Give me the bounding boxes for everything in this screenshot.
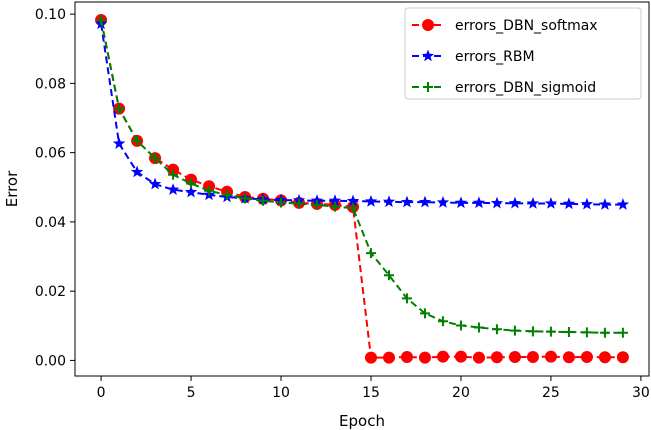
- y-tick-label: 0.00: [35, 353, 66, 369]
- axes-layer: [74, 1, 650, 377]
- y-tick-label: 0.08: [35, 76, 66, 92]
- series-errors-dbn-sigmoid-point-29: [617, 327, 628, 338]
- legend-errors-dbn-sigmoid-label: errors_DBN_sigmoid: [455, 80, 596, 96]
- y-axis-label: Error: [3, 170, 21, 207]
- series-errors-rbm-point-28: [598, 198, 612, 210]
- legend-errors-rbm-point-marker: [421, 49, 435, 62]
- series-errors-dbn-sigmoid-point-26: [563, 327, 574, 338]
- series-errors-dbn-sigmoid-point-16: [383, 270, 394, 281]
- x-tick-label: 30: [632, 385, 650, 401]
- series-errors-rbm-point-19: [436, 196, 450, 208]
- series-errors-dbn-sigmoid-point-2: [132, 135, 143, 146]
- series-errors-dbn-sigmoid-point-14: [348, 203, 359, 214]
- series-errors-dbn-softmax-point-27: [580, 350, 593, 363]
- series-errors-rbm-point-21: [472, 196, 486, 209]
- ticks-layer: 0 5 10 15 20 25 30 0.00 0.02 0.04 0.06 0.08 0.10: [35, 7, 650, 401]
- series-errors-dbn-sigmoid-point-12: [312, 199, 323, 210]
- series-errors-dbn-softmax-point-28: [598, 351, 611, 364]
- series-errors-dbn-sigmoid-line: [100, 19, 623, 334]
- series-errors-dbn-sigmoid-point-4: [168, 169, 179, 180]
- series-errors-dbn-sigmoid-point-9: [258, 195, 269, 206]
- legend-errors-dbn-softmax-label: errors_DBN_softmax: [455, 18, 598, 34]
- legend-box: [404, 7, 642, 100]
- series-errors-dbn-sigmoid-point-22: [491, 324, 502, 335]
- series-errors-dbn-sigmoid-point-21: [473, 322, 484, 333]
- series-errors-dbn-sigmoid-point-10: [276, 197, 287, 208]
- series-errors-dbn-sigmoid-point-27: [581, 327, 592, 338]
- legend-errors-rbm-label: errors_RBM: [455, 49, 535, 65]
- series-errors-dbn-softmax-point-17: [400, 350, 413, 363]
- legend: errors_DBN_softmax errors_RBM errors_DBN_s…: [404, 7, 642, 100]
- series-errors-rbm-point-25: [544, 197, 558, 209]
- x-axis-label: Epoch: [339, 412, 385, 430]
- series-errors-dbn-sigmoid-point-5: [186, 178, 197, 189]
- series-errors-dbn-sigmoid-point-13: [330, 201, 341, 212]
- series-errors-rbm-point-14: [346, 194, 360, 207]
- series-errors-rbm-point-22: [490, 196, 504, 209]
- series-errors-dbn-softmax-point-4: [167, 163, 180, 176]
- series-errors-dbn-sigmoid-point-20: [455, 320, 466, 331]
- series-errors-rbm-point-15: [364, 194, 378, 207]
- series-errors-dbn-sigmoid-point-15: [365, 248, 376, 259]
- series-errors-rbm-point-5: [184, 185, 198, 198]
- series-errors-dbn-softmax-point-22: [490, 351, 503, 364]
- y-tick-label: 0.10: [35, 7, 66, 23]
- series-errors-dbn-softmax-point-29: [616, 351, 629, 364]
- series-errors-dbn-softmax-point-18: [418, 351, 431, 364]
- series-errors-rbm-point-13: [328, 194, 342, 207]
- series-errors-dbn-sigmoid-point-8: [240, 193, 251, 204]
- series-errors-dbn-softmax-point-15: [364, 351, 377, 364]
- x-tick-label: 10: [272, 385, 290, 401]
- y-tick-label: 0.02: [35, 284, 66, 300]
- series-errors-dbn-sigmoid-point-17: [401, 293, 412, 304]
- x-tick-label: 25: [542, 385, 560, 401]
- series-errors-dbn-sigmoid-point-25: [545, 326, 556, 337]
- series-errors-rbm-point-2: [130, 165, 144, 178]
- series-errors-dbn-sigmoid-point-6: [204, 185, 215, 196]
- series-errors-dbn-softmax-point-23: [508, 350, 521, 363]
- x-tick-label: 5: [187, 385, 196, 401]
- series-errors-rbm-point-29: [616, 198, 630, 210]
- x-tick-label: 0: [97, 385, 106, 401]
- series-errors-dbn-softmax-point-26: [562, 351, 575, 364]
- series-errors-rbm-point-27: [580, 197, 594, 210]
- series-layer: [94, 14, 630, 364]
- series-errors-dbn-softmax-point-16: [382, 351, 395, 364]
- series-errors-dbn-sigmoid: [96, 15, 628, 338]
- series-errors-rbm-point-24: [526, 197, 540, 209]
- series-errors-dbn-softmax-point-19: [436, 350, 449, 363]
- y-tick-label: 0.04: [35, 215, 66, 231]
- series-errors-dbn-softmax-point-20: [454, 350, 467, 363]
- series-errors-dbn-softmax-point-24: [526, 350, 539, 363]
- y-tick-label: 0.06: [35, 146, 66, 162]
- series-errors-dbn-sigmoid-point-1: [114, 103, 125, 114]
- series-errors-rbm-point-20: [454, 196, 468, 209]
- series-errors-rbm-point-23: [508, 196, 522, 209]
- series-errors-rbm-point-4: [166, 183, 180, 195]
- series-errors-dbn-sigmoid-point-24: [527, 326, 538, 337]
- series-errors-rbm-point-17: [400, 195, 414, 208]
- series-errors-dbn-sigmoid-point-3: [150, 153, 161, 164]
- series-errors-dbn-sigmoid-point-11: [294, 198, 305, 209]
- series-errors-rbm-point-26: [562, 197, 576, 210]
- series-errors-dbn-softmax-point-25: [544, 350, 557, 363]
- series-errors-dbn-sigmoid-point-7: [222, 189, 233, 200]
- legend-errors-dbn-sigmoid-point-marker: [423, 82, 433, 92]
- series-errors-dbn-sigmoid-point-19: [437, 316, 448, 327]
- legend-errors-dbn-softmax-point-marker: [422, 19, 434, 31]
- series-errors-dbn-softmax-point-21: [472, 351, 485, 364]
- series-errors-dbn-sigmoid-point-28: [599, 327, 610, 338]
- series-errors-rbm-point-1: [112, 137, 126, 149]
- series-errors-dbn-sigmoid-point-18: [419, 308, 430, 319]
- series-errors-rbm-point-3: [148, 177, 162, 190]
- series-errors-rbm-point-18: [418, 195, 432, 208]
- series-errors-rbm: [94, 17, 630, 210]
- x-tick-label: 20: [452, 385, 470, 401]
- plot-frame: [74, 1, 650, 377]
- series-errors-dbn-sigmoid-point-23: [509, 325, 520, 336]
- series-errors-rbm-point-16: [382, 195, 396, 208]
- x-tick-label: 15: [362, 385, 380, 401]
- series-errors-dbn-sigmoid-point-0: [96, 15, 107, 26]
